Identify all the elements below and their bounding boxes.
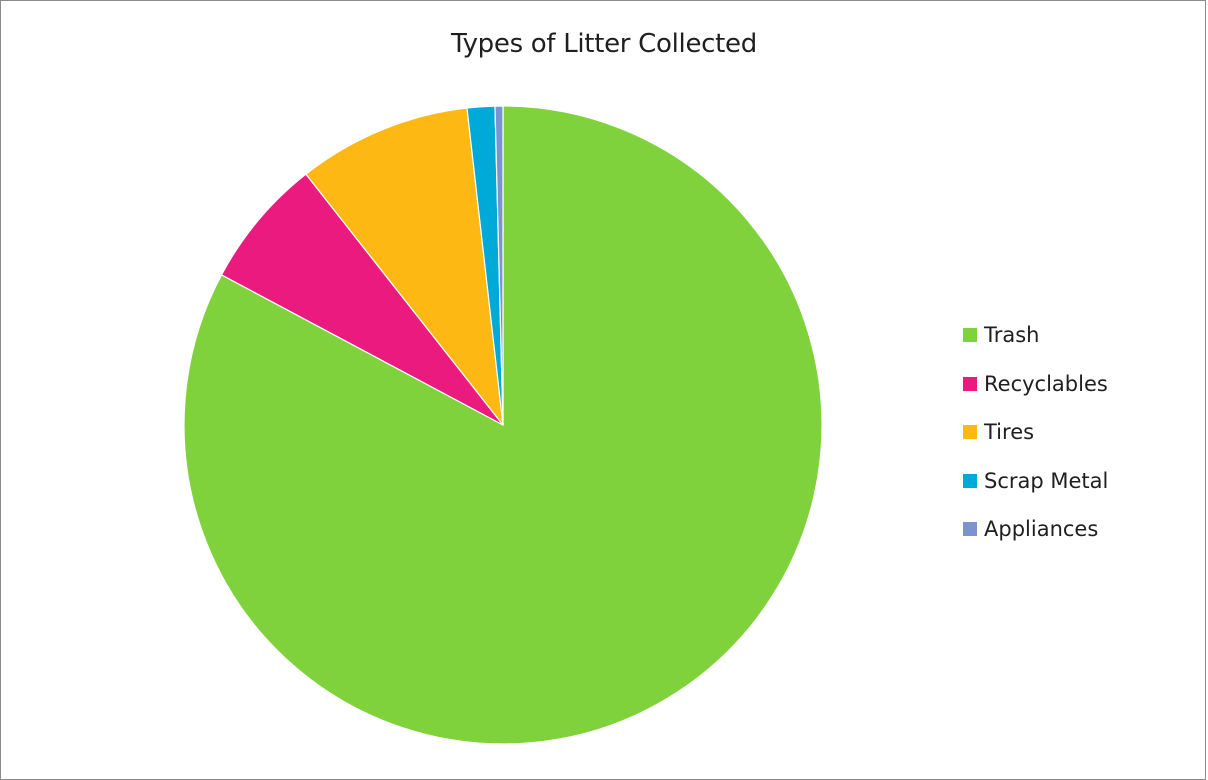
legend-item-trash: Trash [963,311,1108,360]
legend-item-tires: Tires [963,408,1108,457]
legend-label-trash: Trash [984,323,1040,348]
pie-slice-recyclables [220,173,504,426]
legend-swatch-scrap-metal [963,473,977,488]
legend-swatch-recyclables [963,376,977,391]
legend-swatch-trash [963,328,977,343]
chart-title: Types of Litter Collected [451,29,757,59]
legend-swatch-tires [963,425,977,440]
legend-label-scrap-metal: Scrap Metal [984,468,1109,493]
pie-chart [183,105,823,745]
legend-item-scrap-metal: Scrap Metal [963,457,1108,506]
legend-label-recyclables: Recyclables [984,371,1108,396]
legend: Trash Recyclables Tires Scrap Metal Appl… [963,311,1108,554]
pie-slice-appliances [494,105,504,426]
legend-swatch-appliances [963,522,977,537]
legend-label-tires: Tires [984,420,1035,445]
legend-label-appliances: Appliances [984,517,1099,542]
pie-slices [183,105,823,745]
legend-item-recyclables: Recyclables [963,360,1108,409]
pie-slice-tires [305,107,504,426]
legend-item-appliances: Appliances [963,505,1108,554]
